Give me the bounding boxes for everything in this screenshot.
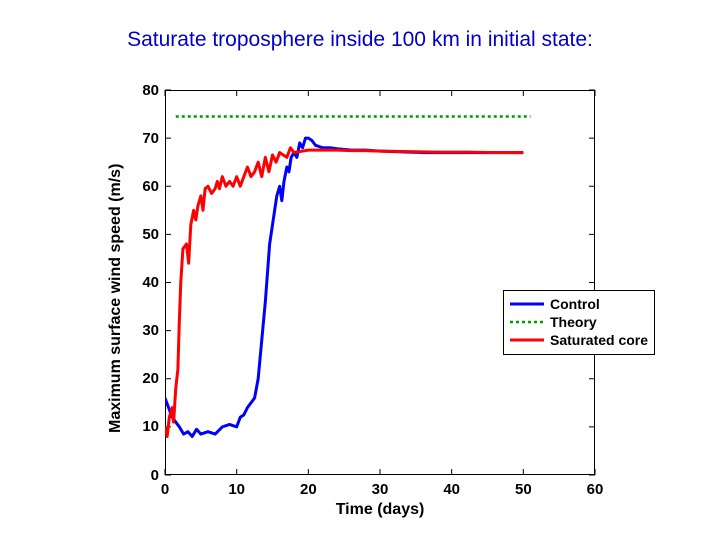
- legend-label: Control: [550, 295, 600, 313]
- xtick-label: 30: [360, 481, 400, 498]
- legend-label: Saturated core: [550, 331, 648, 349]
- legend-item: Theory: [510, 313, 648, 331]
- xtick-label: 50: [503, 481, 543, 498]
- legend-label: Theory: [550, 313, 597, 331]
- legend-item: Control: [510, 295, 648, 313]
- ytick-label: 40: [123, 274, 159, 291]
- ytick-label: 30: [123, 322, 159, 339]
- xtick-label: 0: [145, 481, 185, 498]
- ytick-label: 20: [123, 370, 159, 387]
- x-axis-label: Time (days): [165, 501, 595, 519]
- legend-swatch: [510, 297, 544, 311]
- legend: ControlTheorySaturated core: [503, 290, 655, 355]
- legend-swatch: [510, 333, 544, 347]
- ytick-label: 60: [123, 178, 159, 195]
- y-axis-label: Maximum surface wind speed (m/s): [107, 163, 125, 432]
- ytick-label: 50: [123, 226, 159, 243]
- ytick-label: 10: [123, 418, 159, 435]
- series-saturated-core: [165, 148, 523, 437]
- xtick-label: 10: [217, 481, 257, 498]
- legend-swatch: [510, 315, 544, 329]
- ytick-label: 0: [123, 467, 159, 484]
- xtick-label: 40: [432, 481, 472, 498]
- xtick-label: 60: [575, 481, 615, 498]
- legend-item: Saturated core: [510, 331, 648, 349]
- plot-container: Maximum surface wind speed (m/s) Time (d…: [0, 0, 720, 540]
- ytick-label: 80: [123, 82, 159, 99]
- ytick-label: 70: [123, 130, 159, 147]
- xtick-label: 20: [288, 481, 328, 498]
